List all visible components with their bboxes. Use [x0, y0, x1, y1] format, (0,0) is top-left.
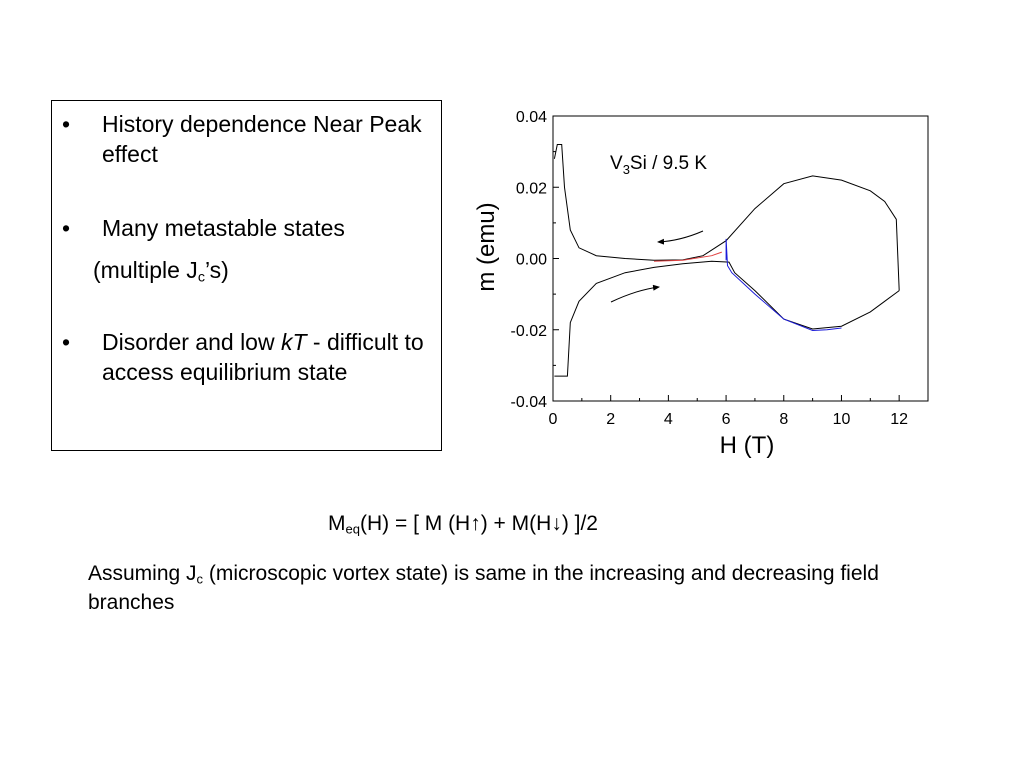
- bullet-dot: •: [62, 215, 71, 241]
- y-tick-label: -0.02: [511, 323, 548, 340]
- increasing-arrow: [610, 284, 660, 303]
- y-tick-label: -0.04: [511, 394, 548, 411]
- equilibrium-formula: Meq(H) = [ M (H↑) + M(H↓) ]/2: [328, 512, 598, 537]
- bullet-history-text: History dependence Near Peak effect: [102, 111, 422, 167]
- bullet-disorder-text: Disorder and low kT - difficult to acces…: [102, 329, 424, 385]
- x-tick-label: 0: [549, 411, 558, 428]
- magnetization-chart: 0.04 0.02 0.00 -0.02 -0.04 0 2 4 6 8 10 12 H (T) m…: [473, 109, 929, 459]
- down-arrow-icon: ↓: [551, 512, 562, 535]
- up-arrow-icon: ↑: [470, 512, 481, 535]
- decreasing-arrow: [657, 230, 704, 245]
- x-axis-label: H (T): [720, 432, 775, 459]
- bullet-dot: •: [62, 111, 71, 137]
- y-axis: 0.04 0.02 0.00 -0.02 -0.04: [511, 109, 559, 411]
- series-red-3: [653, 251, 722, 262]
- y-tick-label: 0.02: [516, 180, 547, 197]
- bullet-list-box: • History dependence Near Peak effect • …: [51, 100, 442, 451]
- y-tick-label: 0.00: [516, 252, 547, 269]
- data-series: [553, 144, 900, 377]
- x-tick-label: 6: [722, 411, 731, 428]
- bullet-metastable-text: Many metastable states: [102, 215, 345, 241]
- bullet-dot: •: [62, 329, 71, 355]
- x-tick-label: 10: [833, 411, 851, 428]
- x-tick-label: 2: [606, 411, 615, 428]
- series-blue-2: [725, 238, 842, 332]
- x-tick-label: 8: [779, 411, 788, 428]
- x-tick-label: 12: [890, 411, 908, 428]
- x-axis: 0 2 4 6 8 10 12: [549, 395, 929, 428]
- series-black-0: [553, 144, 900, 291]
- y-axis-label: m (emu): [473, 202, 500, 291]
- x-tick-label: 4: [664, 411, 673, 428]
- assumption-text: Assuming Jc (microscopic vortex state) i…: [88, 562, 879, 614]
- bullet-metastable-subline: (multiple Jc’s): [93, 257, 229, 286]
- series-black-1: [554, 260, 900, 377]
- sample-annotation: V3Si / 9.5 K: [610, 153, 707, 177]
- y-tick-label: 0.04: [516, 109, 547, 126]
